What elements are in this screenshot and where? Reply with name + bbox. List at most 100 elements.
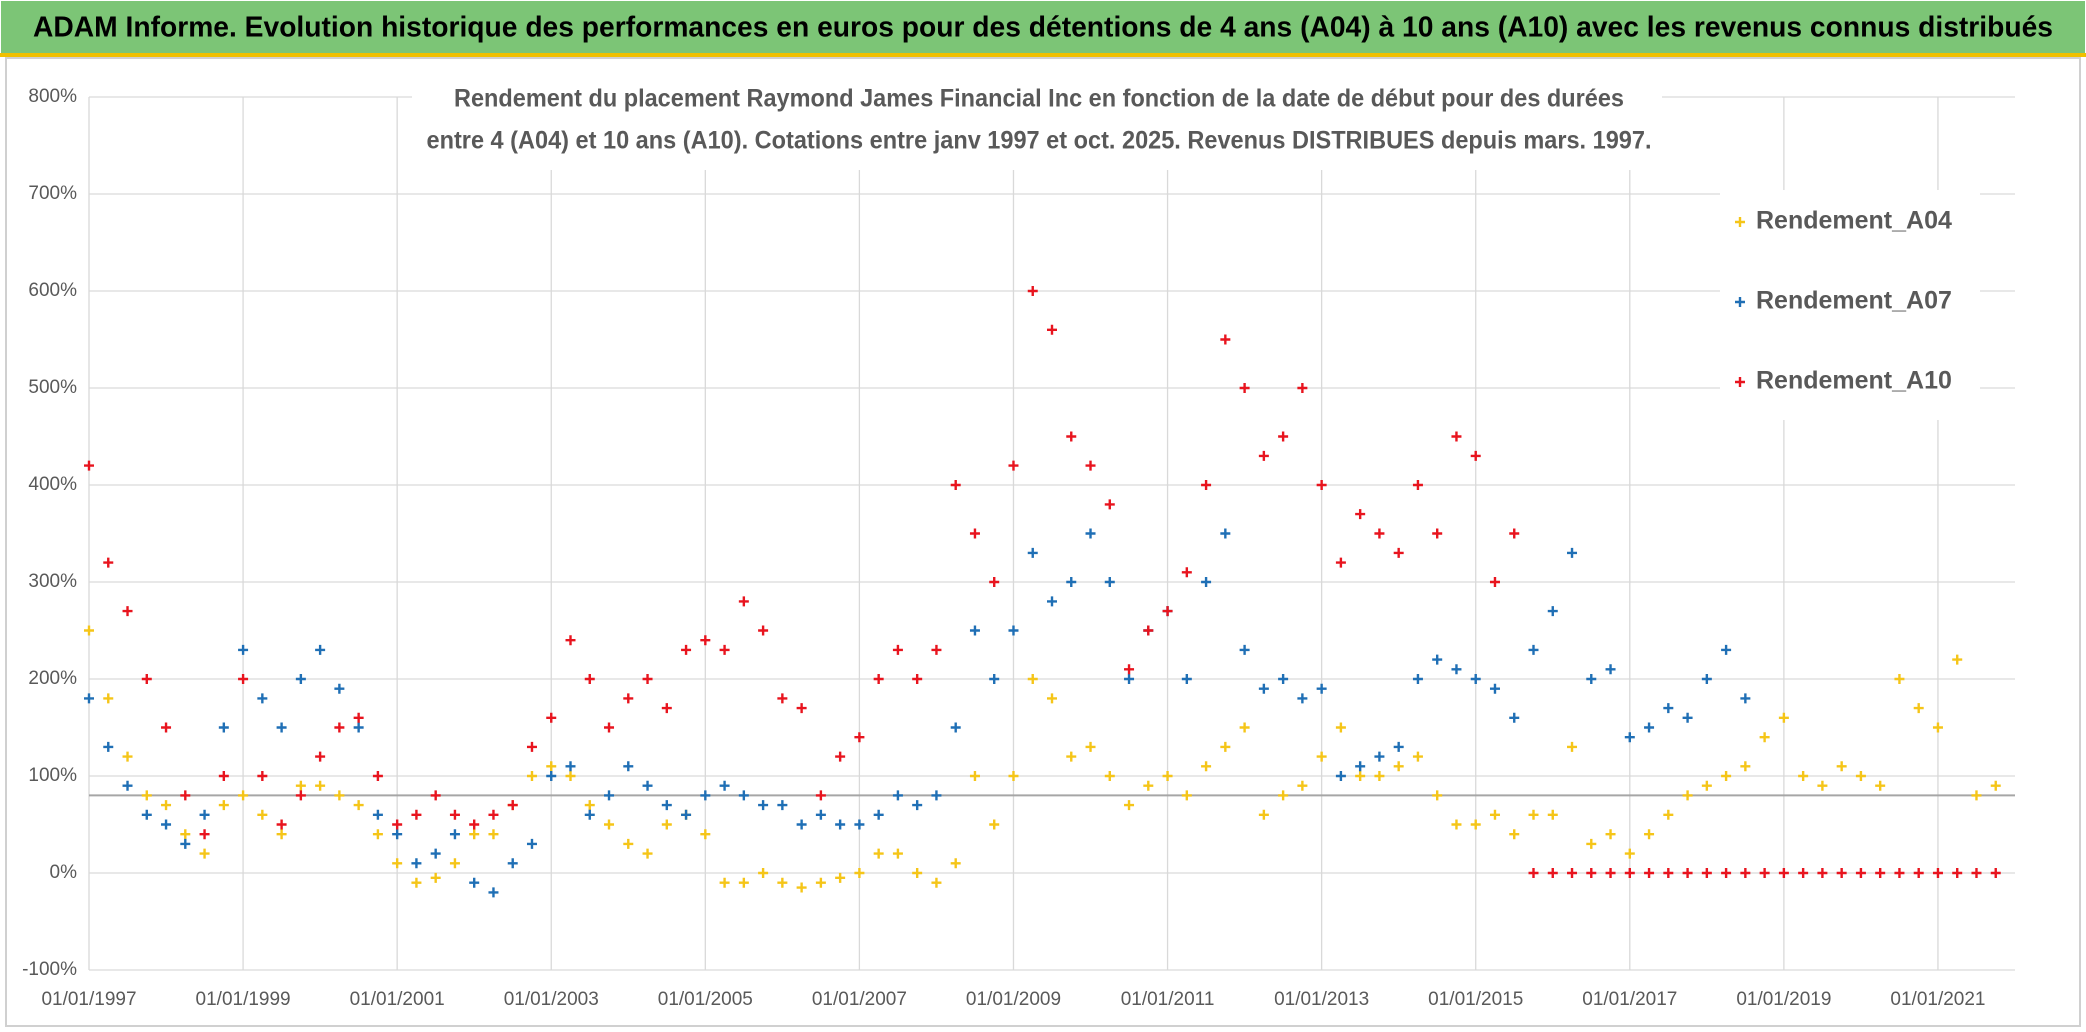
point	[180, 838, 191, 849]
banner-edge	[0, 53, 2086, 57]
point	[584, 800, 595, 811]
subtitle-box	[412, 80, 1662, 170]
point	[392, 829, 403, 840]
point	[1528, 809, 1539, 820]
point	[642, 674, 653, 684]
point	[1220, 334, 1231, 345]
point	[989, 819, 1000, 830]
point	[1124, 664, 1135, 675]
point	[719, 644, 730, 655]
point	[912, 674, 923, 684]
point	[1412, 480, 1423, 490]
point	[1644, 868, 1655, 878]
point	[1721, 868, 1732, 878]
point	[700, 829, 711, 840]
x-tick-label: 01/01/2005	[658, 989, 753, 1010]
legend-label: Rendement_A10	[1756, 367, 1952, 395]
point	[84, 460, 94, 471]
point	[1027, 547, 1038, 558]
point	[1875, 780, 1886, 791]
point	[1644, 722, 1655, 733]
point	[353, 712, 364, 723]
point	[1201, 577, 1212, 587]
point	[238, 644, 249, 655]
point	[931, 877, 942, 888]
point	[449, 809, 460, 820]
point	[1605, 868, 1616, 878]
point	[565, 761, 576, 772]
legend-marker	[1735, 217, 1745, 227]
point	[1316, 683, 1327, 694]
point	[1047, 693, 1057, 704]
point	[1759, 868, 1770, 878]
point	[1412, 751, 1423, 762]
point	[642, 780, 653, 791]
point	[1355, 771, 1366, 781]
point	[969, 625, 980, 636]
point	[1124, 674, 1135, 684]
chart-frame	[5, 57, 2081, 1027]
point	[1355, 509, 1366, 520]
point	[681, 644, 692, 655]
point	[1913, 868, 1924, 878]
point	[315, 644, 326, 655]
point	[1971, 868, 1982, 878]
point	[873, 809, 884, 820]
x-tick-label: 01/01/1997	[41, 989, 136, 1010]
point	[218, 800, 229, 811]
point	[1335, 771, 1346, 781]
point	[1008, 625, 1019, 636]
point	[1335, 722, 1346, 733]
point	[449, 858, 460, 869]
point	[1644, 829, 1655, 840]
point	[1489, 809, 1500, 820]
point	[1393, 761, 1404, 772]
point	[661, 800, 672, 811]
point	[1162, 771, 1173, 781]
point	[199, 809, 210, 820]
point	[1894, 674, 1905, 684]
point	[1798, 771, 1809, 781]
point	[1258, 683, 1269, 694]
point	[276, 819, 287, 830]
point	[1008, 771, 1019, 781]
y-tick-label: 500%	[28, 377, 77, 398]
point	[507, 800, 518, 811]
point	[1278, 674, 1289, 684]
point	[815, 809, 826, 820]
point	[777, 800, 788, 811]
point	[912, 800, 923, 811]
point	[180, 829, 191, 840]
legend-label: Rendement_A07	[1756, 287, 1952, 315]
point	[488, 809, 499, 820]
point	[1663, 868, 1674, 878]
point	[141, 790, 152, 801]
point	[738, 877, 749, 888]
point	[796, 703, 807, 714]
point	[103, 557, 114, 568]
point	[1778, 868, 1789, 878]
point	[835, 872, 846, 883]
point	[584, 809, 595, 820]
point	[1451, 819, 1462, 830]
point	[912, 868, 923, 878]
point	[1547, 809, 1558, 820]
point	[1162, 606, 1173, 617]
point	[873, 848, 884, 859]
point	[1605, 664, 1616, 675]
y-tick-label: -100%	[22, 959, 77, 980]
point	[950, 722, 961, 733]
x-tick-label: 01/01/1999	[196, 989, 291, 1010]
x-tick-label: 01/01/2003	[504, 989, 599, 1010]
point	[969, 528, 980, 539]
point	[161, 722, 172, 733]
point	[1759, 732, 1770, 743]
point	[1875, 868, 1886, 878]
point	[122, 780, 133, 791]
point	[1047, 596, 1057, 607]
point	[1721, 644, 1732, 655]
point	[796, 882, 807, 893]
point	[623, 693, 634, 704]
